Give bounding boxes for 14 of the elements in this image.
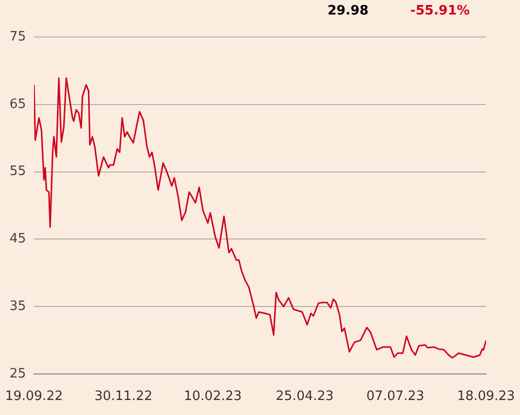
- y-tick-label: 65: [9, 96, 26, 112]
- text: -55.91%: [410, 3, 470, 18]
- y-tick-label: 35: [9, 298, 26, 314]
- y-tick-label: 75: [9, 29, 26, 44]
- x-tick-label: 10.02.23: [184, 389, 242, 404]
- x-tick-label: 19.09.22: [5, 389, 63, 404]
- text: 29.98: [327, 3, 369, 18]
- y-tick-label: 55: [9, 164, 26, 180]
- x-tick-label: 18.09.23: [457, 389, 515, 404]
- y-tick-label: 25: [9, 366, 26, 382]
- x-tick-label: 07.07.23: [366, 389, 424, 404]
- x-tick-label: 30.11.22: [94, 389, 152, 404]
- x-tick-label: 25.04.23: [276, 389, 334, 404]
- y-tick-label: 45: [9, 232, 26, 247]
